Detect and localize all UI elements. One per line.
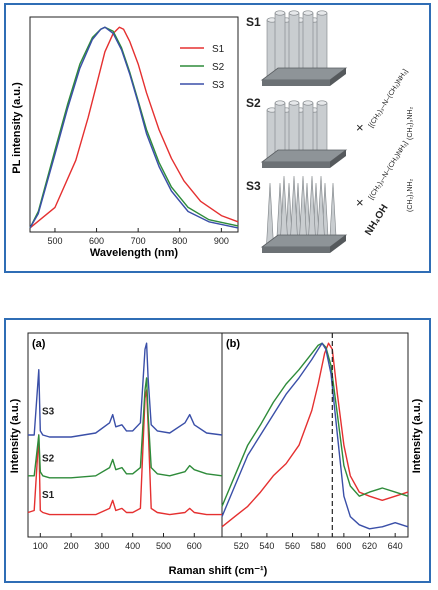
reagent-2-substituent: (CH₂)₃NH₂ [407, 179, 414, 212]
pl-x-ticks: 500 600 700 800 900 [47, 228, 229, 246]
pl-x-tick-label: 500 [47, 236, 62, 246]
pl-series [29, 26, 239, 229]
raman-a-x-tick-label: 600 [187, 541, 202, 551]
pl-legend-label-s2: S2 [212, 62, 225, 73]
nanowire [288, 102, 300, 154]
raman-b-series-line-s2 [221, 342, 409, 507]
substrate-side [330, 68, 346, 86]
raman-b-x-ticks: 520 540 560 580 600 620 640 [234, 533, 403, 551]
nanocone [266, 182, 274, 246]
nanowire-top [288, 100, 300, 106]
raman-b-x-tick-label: 560 [285, 541, 300, 551]
raman-a-y-axis-label: Intensity (a.u.) [9, 398, 21, 473]
sample-label-s3: S3 [246, 179, 261, 193]
raman-a-series-line-s2 [28, 377, 223, 479]
raman-a-series-labels: S1 S2 S3 [42, 407, 55, 502]
pl-legend-label-s3: S3 [212, 80, 225, 91]
raman-a-panel-label: (a) [32, 338, 46, 350]
pl-plot-area [29, 16, 239, 233]
nanowire [274, 12, 286, 72]
raman-x-axis-label: Raman shift (cm⁻¹) [169, 565, 268, 577]
nanowire-top [316, 10, 328, 16]
raman-b-series-line-s3 [221, 342, 409, 530]
nanowire [302, 12, 314, 72]
nanowire-top [302, 10, 314, 16]
pl-x-tick-label: 600 [89, 236, 104, 246]
nanowire [302, 102, 314, 154]
pl-legend-label-s1: S1 [212, 44, 225, 55]
raman-b-plot-area [221, 332, 409, 538]
raman-b-x-tick-label: 580 [311, 541, 326, 551]
raman-a-x-ticks: 100 200 300 400 500 600 [33, 533, 202, 551]
substrate-front [262, 247, 330, 253]
raman-b-y-axis-label: Intensity (a.u.) [411, 398, 423, 473]
reagent-1-substituent: (CH₂)₃NH₂ [407, 107, 414, 140]
nh4oh-label: NH₄OH [363, 203, 390, 238]
pl-y-axis-label: PL intensity (a.u.) [11, 82, 23, 174]
raman-a-x-tick-label: 400 [125, 541, 140, 551]
pl-x-tick-label: 700 [131, 236, 146, 246]
raman-b-x-tick-label: 620 [362, 541, 377, 551]
pl-series-line-s2 [29, 26, 239, 229]
nanowire [274, 102, 286, 154]
pl-x-tick-label: 800 [172, 236, 187, 246]
nanowire [316, 12, 328, 72]
raman-a-series-line-s3 [28, 342, 223, 438]
reagent-1-multiply: × [356, 120, 364, 135]
nanowire-top [288, 10, 300, 16]
raman-a-x-tick-label: 100 [33, 541, 48, 551]
pl-figure-panel [4, 3, 431, 273]
nanowire-top [274, 100, 286, 106]
pl-series-line-s3 [29, 26, 239, 229]
nanowire [288, 12, 300, 72]
raman-b-x-tick-label: 540 [259, 541, 274, 551]
sample-label-s2: S2 [246, 96, 261, 110]
nanowire-top [302, 100, 314, 106]
raman-a-series-label-s2: S2 [42, 454, 55, 465]
raman-b-series [221, 342, 409, 530]
substrate-front [262, 80, 330, 86]
reagent-2-multiply: × [356, 195, 364, 210]
reagent-1-formula: [(CH₂)₃–N–(CH₂)NH₂] [368, 68, 410, 129]
nanostructure-schematic: S1S2S3××[(CH₂)₃–N–(CH₂)NH₂](CH₂)₃NH₂[(CH… [246, 10, 414, 253]
pl-series-line-s1 [29, 26, 239, 229]
raman-b-x-tick-label: 600 [336, 541, 351, 551]
raman-b-series-line-s1 [221, 342, 409, 528]
substrate-front [262, 162, 330, 168]
pl-x-axis-label: Wavelength (nm) [90, 247, 179, 259]
reagent-2-formula: [(CH₂)₃–N–(CH₂)NH₂] [368, 140, 410, 201]
nanowire-top [274, 10, 286, 16]
pl-legend: S1 S2 S3 [180, 44, 225, 91]
raman-a-series [27, 342, 223, 516]
sample-label-s1: S1 [246, 15, 261, 29]
raman-a-x-tick-label: 500 [156, 541, 171, 551]
raman-a-series-label-s3: S3 [42, 407, 55, 418]
raman-a-series-label-s1: S1 [42, 490, 55, 501]
pl-x-tick-label: 900 [214, 236, 229, 246]
raman-b-x-tick-label: 640 [388, 541, 403, 551]
nanowire [316, 102, 328, 154]
raman-b-panel-label: (b) [226, 338, 240, 350]
raman-a-series-line-s1 [27, 389, 222, 516]
nanowire-top [316, 100, 328, 106]
raman-a-x-tick-label: 300 [94, 541, 109, 551]
raman-b-x-tick-label: 520 [234, 541, 249, 551]
substrate-side [330, 235, 346, 253]
raman-a-plot-area [27, 332, 223, 538]
raman-figure-panel [4, 318, 431, 583]
raman-a-x-tick-label: 200 [64, 541, 79, 551]
substrate-side [330, 150, 346, 168]
